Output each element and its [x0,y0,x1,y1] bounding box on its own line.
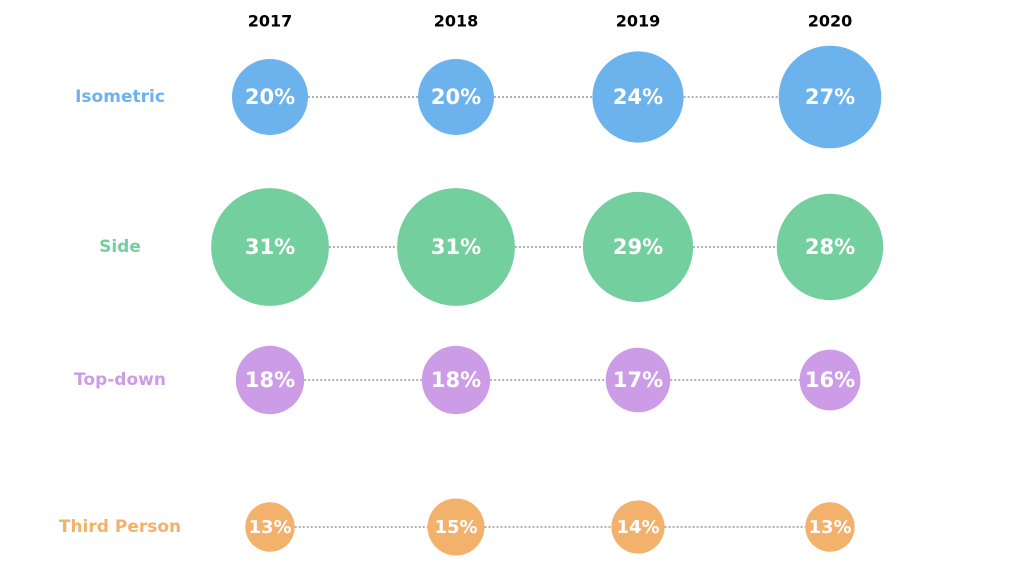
bubble-label: 29% [613,235,663,259]
bubble-label: 16% [805,368,855,392]
bubble [776,193,884,301]
bubble-label: 27% [805,85,855,109]
bubble-label: 31% [431,235,481,259]
bubble-label: 17% [613,368,663,392]
column-header: 2018 [434,12,479,31]
bubble [611,500,665,554]
bubble-label: 18% [245,368,295,392]
bubble-label: 13% [808,517,851,538]
bubble [778,45,882,149]
bubble [232,59,308,135]
bubble [582,191,694,303]
row-label: Isometric [75,87,165,107]
bubble [605,347,671,413]
bubble-label: 13% [248,517,291,538]
bubble [421,345,491,415]
bubble [427,498,485,556]
row-label: Side [99,237,141,257]
bubble-label: 28% [805,235,855,259]
bubble-label: 20% [431,85,481,109]
bubble [245,502,295,552]
column-header: 2020 [808,12,853,31]
bubble-label: 20% [245,85,295,109]
column-header: 2017 [248,12,293,31]
column-header: 2019 [616,12,661,31]
bubble [235,345,305,415]
bubble [799,349,861,411]
bubble [418,59,494,135]
bubble [805,502,855,552]
bubble-label: 18% [431,368,481,392]
row-label: Third Person [59,517,181,537]
row-label: Top-down [74,370,166,390]
bubble-label: 14% [616,517,659,538]
bubble-label: 24% [613,85,663,109]
bubble [211,188,329,306]
bubble-label: 31% [245,235,295,259]
bubble [397,188,515,306]
bubble [592,51,684,143]
bubble-label: 15% [434,517,477,538]
